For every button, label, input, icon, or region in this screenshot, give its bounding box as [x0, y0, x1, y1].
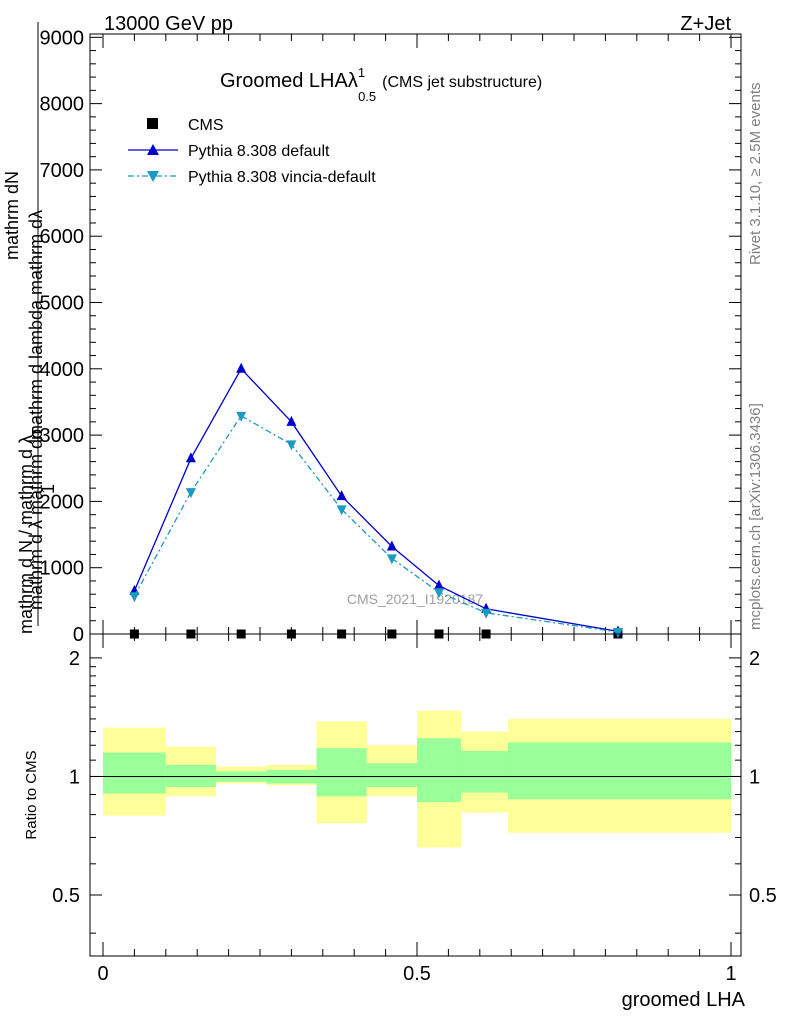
vincia-data-point [433, 588, 444, 599]
legend-default-marker [147, 144, 159, 155]
legend-vincia-marker [147, 171, 159, 182]
default-data-point [336, 490, 347, 501]
main-y-axis: 0 1000 2000 3000 4000 5000 6000 7000 8000 9000 [40, 27, 741, 646]
default-data-point [286, 415, 297, 426]
title-sub: 0.5 [358, 89, 376, 104]
main-y-tick-label: 9000 [40, 27, 85, 49]
vincia-data-point [336, 505, 347, 516]
default-data-point [185, 452, 196, 463]
ratio-x-axis: 0 0.5 1 [97, 634, 737, 985]
mcplots-label: mcplots.cern.ch [arXiv:1306.3436] [747, 403, 764, 630]
process-label: Z+Jet [680, 13, 731, 35]
ratio-frame [89, 633, 742, 957]
x-axis-label: groomed LHA [622, 989, 746, 1011]
default-data-point [236, 362, 247, 373]
energy-label: 13000 GeV pp [104, 13, 233, 35]
ratio-y-tick-label-right: 1 [749, 766, 760, 788]
main-y-tick-label: 2000 [40, 491, 85, 513]
vincia-data-point [386, 554, 397, 565]
main-y-tick-label: 0 [73, 624, 84, 646]
main-y-label-top: mathrm dN mathrm d lambda mathrm dλ math… [2, 171, 46, 610]
main-y-tick-label: 8000 [40, 94, 85, 116]
analysis-watermark: CMS_2021_I1920187 [347, 591, 483, 607]
legend: CMS Pythia 8.308 default Pythia 8.308 vi… [128, 117, 376, 186]
ylabel-top-1: mathrm dN [2, 171, 22, 260]
ratio-y-tick-label: 0.5 [52, 885, 80, 907]
ratio-band-inner [103, 752, 166, 794]
main-y-tick-label: 6000 [40, 226, 85, 248]
ratio-y-label: Ratio to CMS [23, 750, 40, 839]
ylabel-top-3: mathrm d λ mathrm dσ [26, 428, 46, 610]
vincia-data-point [286, 440, 297, 451]
chart-title: Groomed LHAλ1 0.5 (CMS jet substructure) [220, 65, 542, 104]
default-data-point [386, 540, 397, 551]
vincia-data-point [129, 592, 140, 603]
ratio-bands [103, 710, 731, 848]
main-y-tick-label: 1000 [40, 558, 85, 580]
title-sup: 1 [358, 65, 365, 80]
main-y-tick-label: 7000 [40, 160, 85, 182]
legend-default-label: Pythia 8.308 default [188, 143, 330, 160]
vincia-data-point [236, 411, 247, 422]
ratio-band-inner [417, 738, 461, 803]
ylabel-bottom: mathrm d N / mathrm d λ [16, 435, 36, 634]
rivet-label: Rivet 3.1.10, ≥ 2.5M events [747, 83, 764, 266]
default-data-point [433, 579, 444, 590]
ratio-y-tick-label-right: 0.5 [749, 885, 777, 907]
ylabel-one: 1 [38, 484, 58, 494]
ratio-y-axis: 0.5 0.5 1 1 2 2 [52, 648, 777, 934]
legend-cms-marker [147, 118, 158, 129]
main-y-tick-label: 4000 [40, 359, 85, 381]
ratio-y-tick-label-right: 2 [749, 648, 760, 670]
title-main: Groomed LHAλ [220, 70, 358, 92]
ratio-band-inner [366, 763, 417, 788]
ylabel-top-2: mathrm d lambda mathrm dλ [26, 210, 46, 440]
vincia-data-point [185, 488, 196, 499]
x-tick-label: 0.5 [403, 963, 431, 985]
main-panel: 0 1000 2000 3000 4000 5000 6000 7000 8000 9000 Gr… [40, 27, 742, 646]
title-tail: (CMS jet substructure) [382, 74, 542, 91]
ratio-band-inner [316, 748, 367, 797]
ratio-panel: 0.5 0.51 12 2 0 0.5 1 [52, 633, 777, 985]
x-tick-label: 1 [725, 963, 736, 985]
legend-cms-label: CMS [188, 117, 224, 134]
legend-vincia-label: Pythia 8.308 vincia-default [188, 169, 376, 186]
main-y-label: mathrm d N / mathrm d λ 1 [16, 22, 58, 634]
ratio-y-tick-label: 1 [69, 766, 80, 788]
ratio-band-inner [508, 742, 731, 800]
vincia-data-point [612, 628, 623, 639]
main-x-ticks [102, 34, 732, 634]
x-tick-label: 0 [97, 963, 108, 985]
vincia-data-point [481, 608, 492, 619]
ratio-band-inner [460, 751, 509, 793]
ratio-y-tick-label: 2 [69, 648, 80, 670]
main-y-tick-label: 5000 [40, 293, 85, 315]
main-y-tick-label: 3000 [40, 425, 85, 447]
